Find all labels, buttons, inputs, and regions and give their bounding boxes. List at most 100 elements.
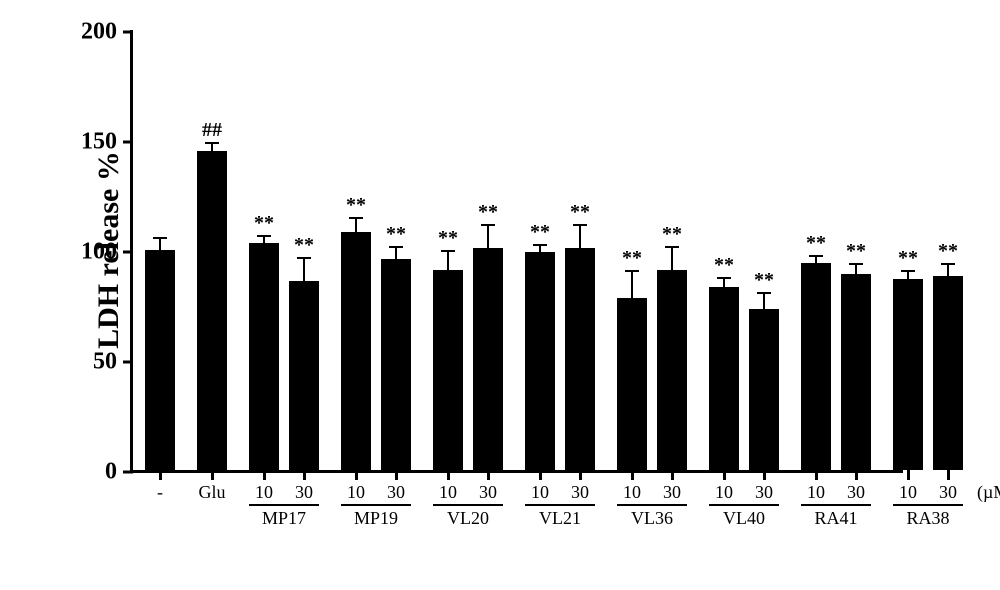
y-tick: 100 (81, 239, 133, 266)
bar (289, 281, 319, 470)
y-tick: 150 (81, 129, 133, 156)
y-tick-mark (123, 471, 133, 474)
y-tick-mark (123, 141, 133, 144)
plot-area: ##******************************** 05010… (130, 30, 903, 473)
group-label: RA41 (814, 470, 857, 529)
bar (433, 270, 463, 470)
y-tick-label: 100 (81, 239, 119, 266)
unit-label: (µM) (977, 470, 1000, 503)
y-tick-mark (123, 251, 133, 254)
significance-marker: ** (386, 223, 406, 246)
bar (841, 274, 871, 470)
bar (749, 309, 779, 470)
y-tick-label: 0 (105, 459, 119, 486)
error-bar (447, 252, 449, 270)
significance-marker: ** (254, 212, 274, 235)
significance-marker: ** (478, 201, 498, 224)
bar (801, 263, 831, 470)
group-label: VL40 (723, 470, 765, 529)
significance-marker: ** (662, 223, 682, 246)
y-tick: 50 (93, 349, 133, 376)
error-cap (153, 237, 167, 239)
significance-marker: ** (294, 234, 314, 257)
error-cap (533, 244, 547, 246)
error-bar (303, 259, 305, 281)
bar (525, 252, 555, 470)
significance-marker: ** (346, 194, 366, 217)
significance-marker: ** (938, 240, 958, 263)
error-bar (671, 248, 673, 270)
error-cap (297, 257, 311, 259)
error-cap (941, 263, 955, 265)
significance-marker: ** (714, 254, 734, 277)
error-cap (901, 270, 915, 272)
y-tick: 0 (105, 459, 133, 486)
error-cap (389, 246, 403, 248)
significance-marker: ## (202, 119, 222, 142)
significance-marker: ** (846, 240, 866, 263)
group-label: MP17 (262, 470, 306, 529)
error-cap (257, 235, 271, 237)
error-bar (355, 219, 357, 232)
bar (145, 250, 175, 470)
error-cap (625, 270, 639, 272)
bar (473, 248, 503, 470)
error-bar (763, 294, 765, 309)
error-bar (487, 226, 489, 248)
significance-marker: ** (806, 232, 826, 255)
x-tick-label: Glu (199, 470, 226, 503)
error-bar (855, 265, 857, 274)
bar (381, 259, 411, 470)
bar (933, 276, 963, 470)
bar (617, 298, 647, 470)
error-bar (631, 272, 633, 298)
significance-marker: ** (438, 227, 458, 250)
y-tick: 200 (81, 19, 133, 46)
x-tick-label: - (157, 470, 163, 503)
group-label: RA38 (906, 470, 949, 529)
error-cap (849, 263, 863, 265)
y-tick-label: 50 (93, 349, 119, 376)
bar (893, 279, 923, 470)
bar (341, 232, 371, 470)
error-cap (757, 292, 771, 294)
significance-marker: ** (754, 269, 774, 292)
y-tick-label: 200 (81, 19, 119, 46)
y-tick-mark (123, 361, 133, 364)
bar (565, 248, 595, 470)
error-bar (539, 246, 541, 253)
bar (197, 151, 227, 470)
error-bar (723, 279, 725, 288)
error-cap (349, 217, 363, 219)
significance-marker: ** (622, 247, 642, 270)
group-label: VL20 (447, 470, 489, 529)
error-cap (809, 255, 823, 257)
bars-container: ##******************************** (133, 30, 903, 470)
error-bar (395, 248, 397, 259)
error-cap (205, 142, 219, 144)
error-bar (211, 144, 213, 151)
ldh-release-chart: LDH release % ##************************… (0, 0, 1000, 590)
group-label: VL21 (539, 470, 581, 529)
bar (709, 287, 739, 470)
bar (249, 243, 279, 470)
error-cap (573, 224, 587, 226)
error-cap (441, 250, 455, 252)
group-label: VL36 (631, 470, 673, 529)
error-bar (907, 272, 909, 279)
error-cap (717, 277, 731, 279)
error-bar (579, 226, 581, 248)
y-tick-label: 150 (81, 129, 119, 156)
significance-marker: ** (570, 201, 590, 224)
error-bar (159, 239, 161, 250)
y-tick-mark (123, 31, 133, 34)
significance-marker: ** (898, 247, 918, 270)
error-bar (263, 237, 265, 244)
error-bar (815, 257, 817, 264)
group-label: MP19 (354, 470, 398, 529)
error-cap (481, 224, 495, 226)
significance-marker: ** (530, 221, 550, 244)
error-cap (665, 246, 679, 248)
bar (657, 270, 687, 470)
error-bar (947, 265, 949, 276)
